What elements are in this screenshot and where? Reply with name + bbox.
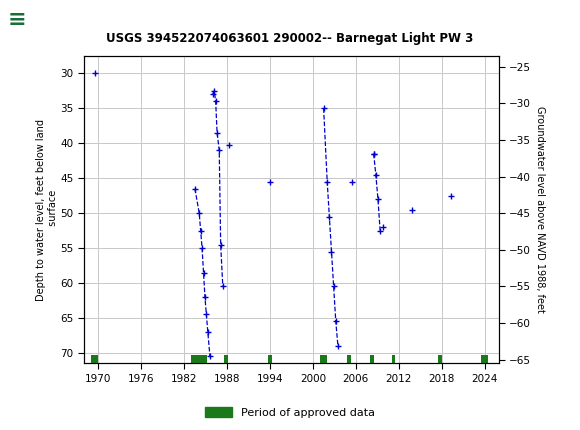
Y-axis label: Groundwater level above NAVD 1988, feet: Groundwater level above NAVD 1988, feet	[535, 106, 545, 313]
Text: USGS: USGS	[72, 11, 128, 29]
Text: USGS 394522074063601 290002-- Barnegat Light PW 3: USGS 394522074063601 290002-- Barnegat L…	[106, 32, 474, 45]
Bar	[191, 355, 207, 362]
Bar	[223, 355, 228, 362]
Y-axis label: Depth to water level, feet below land
 surface: Depth to water level, feet below land su…	[36, 119, 57, 301]
Bar	[320, 355, 327, 362]
Text: ≡: ≡	[8, 10, 26, 30]
Bar	[392, 355, 395, 362]
Bar	[370, 355, 374, 362]
Bar	[268, 355, 272, 362]
Legend: Period of approved data: Period of approved data	[200, 402, 380, 422]
Bar	[5, 3, 63, 37]
Bar	[481, 355, 488, 362]
Bar	[438, 355, 443, 362]
Bar	[91, 355, 99, 362]
Bar	[347, 355, 351, 362]
